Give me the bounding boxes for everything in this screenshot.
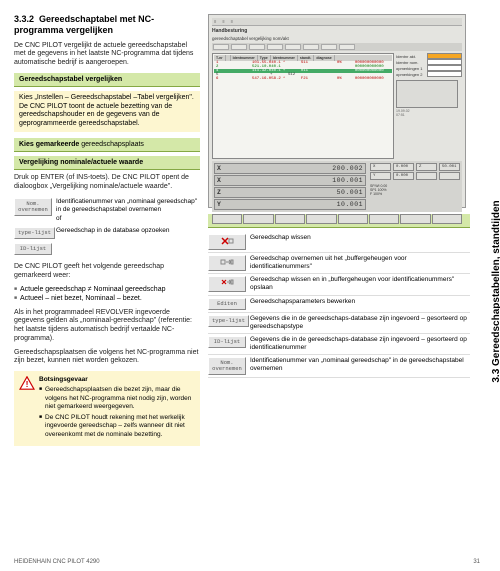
bullet-item: Actueel – niet bezet, Nominaal – bezet. [14,294,200,303]
footer-left: HEIDENHAIN CNC PILOT 4290 [14,559,100,565]
footer-right: 31 [473,559,480,565]
softkeys-table: Gereedschap wissenGereedschap overnemen … [208,232,470,378]
scr-side-panel: Identnr akt.Identnr nom.opmerkingen 1opm… [396,53,462,159]
body5: Gereedschapsplaatsen die volgens het NC-… [14,349,200,367]
softkey-icon-button[interactable] [208,276,246,292]
green-bar-3: Vergelijking nominale/actuele waarde [14,156,200,170]
softkey-button[interactable]: type-lijst [208,315,249,327]
softkey-icon-button[interactable] [208,234,246,250]
warning-title: Botsingsgevaar [39,376,195,384]
softkey-text: Identificatienummer van „nominaal gereed… [250,355,470,378]
kv-text: Identificatienummer van „nominaal gereed… [56,196,200,224]
intro-text: De CNC PILOT vergelijkt de actuele geree… [14,42,200,68]
footer: HEIDENHAIN CNC PILOT 4290 31 [14,559,480,565]
green-bar-2: Kies gemarkeerde gereedschapsplaats [14,138,200,152]
cnc-screenshot: ≡≡≡ Handbesturing gereedschaptabel verge… [208,14,466,208]
softkey-button[interactable]: Nom.overnemen [14,198,52,216]
bullet-list-1: Actuele gereedschap ≠ Nominaal gereedsch… [14,285,200,303]
side-label: 3.3 Gereedschapstabellen, standtijden [491,200,500,382]
softkey-text: Gereedschap wissen en in „buffergeheugen… [250,274,470,295]
scr-tool-preview [396,80,458,108]
body3: De CNC PILOT geeft het volgende gereedsc… [14,263,200,281]
softkey-button[interactable]: ID-lijst [14,243,52,255]
kv-text: Gereedschap in de database opzoeken [56,225,200,241]
scr-menubar: ≡≡≡ [212,18,462,26]
softkey-text: Gegevens die in de gereedschaps-database… [250,333,470,354]
softkey-button[interactable]: ID-lijst [208,336,246,348]
softkey-button[interactable]: Nom.overnemen [208,357,246,375]
scr-title: Handbesturing [212,28,462,34]
yellow-box-1: Kies „Instellen – Gereedschapstabel –Tab… [14,91,200,132]
softkey-button[interactable]: type-lijst [14,227,55,239]
scr-subtitle: gereedschaptabel vergelijking nom/akt [212,36,462,41]
scr-bottom-bar [212,214,462,224]
warning-line: ■Gereedschapsplaatsen die bezet zijn, ma… [39,386,195,411]
warning-icon: ! [19,376,35,390]
body4: Als in het programmadeel REVOLVER ingevo… [14,309,200,344]
warning-line: ■De CNC PILOT houdt rekening met het wer… [39,414,195,439]
bullet-item: Actuele gereedschap ≠ Nominaal gereedsch… [14,285,200,294]
softkey-text: Gereedschapsparameters bewerken [250,295,470,312]
softkey-text: Gereedschap overnemen uit het „buffergeh… [250,253,470,274]
warning-box: ! Botsingsgevaar ■Gereedschapsplaatsen d… [14,371,200,446]
left-kv-table: Nom.overnemenIdentificatienummer van „no… [14,196,200,256]
scr-dro: X200.002X100.001Z50.001Y10.001 X0.000Z50… [212,161,462,212]
section-heading: 3.3.2 Gereedschaptabel met NC-programma … [14,14,200,36]
kv-text [56,241,200,257]
body2: Druk op ENTER (of INS-toets). De CNC PIL… [14,174,200,192]
scr-table: T-nrIdentnummerTypeIdentnummerstandt.dia… [212,53,394,159]
scr-toolbar [212,43,462,51]
softkey-text: Gegevens die in de gereedschaps-database… [250,312,470,333]
svg-text:!: ! [26,379,29,389]
softkey-icon-button[interactable] [208,255,246,271]
softkey-button[interactable]: Editen [208,298,246,310]
green-bar-1: Gereedschapstabel vergelijken [14,73,200,87]
softkey-text: Gereedschap wissen [250,232,470,253]
